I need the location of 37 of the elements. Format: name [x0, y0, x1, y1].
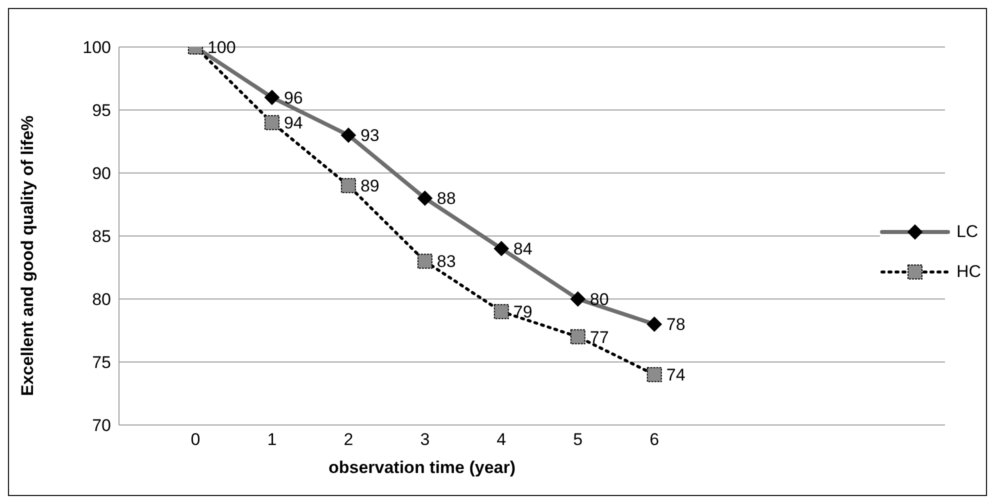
point: [264, 115, 280, 130]
y-tick-label: 95: [92, 101, 111, 120]
data-label: 89: [360, 176, 380, 196]
data-label: 77: [590, 328, 609, 347]
data-label: 80: [590, 290, 609, 310]
point: [646, 367, 662, 382]
data-label: 96: [284, 88, 303, 108]
legend-label: HC: [956, 262, 981, 282]
y-tick-label: 80: [92, 290, 111, 310]
point: [494, 304, 509, 320]
x-tick-label: 0: [190, 430, 200, 450]
data-label: 79: [513, 302, 532, 322]
x-axis-title: observation time (year): [328, 458, 516, 477]
x-tick-label: 4: [496, 430, 506, 450]
data-label: 78: [666, 315, 686, 334]
data-label: 83: [436, 252, 456, 272]
y-tick-label: 85: [92, 227, 111, 246]
y-tick-label: 70: [92, 416, 111, 436]
x-tick-label: 2: [344, 430, 354, 450]
x-tick-label: 3: [420, 430, 430, 450]
y-tick-label: 90: [92, 164, 111, 184]
data-label: 93: [360, 126, 380, 146]
x-tick-label: 1: [267, 430, 277, 450]
point: [340, 178, 356, 194]
x-tick-label: 5: [573, 430, 583, 450]
data-label: 100: [207, 38, 236, 58]
data-label: 74: [666, 366, 686, 385]
data-label: 84: [513, 240, 532, 259]
data-label: 94: [284, 114, 303, 133]
y-tick-label: 75: [92, 353, 111, 372]
y-axis-title: Excellent and good quality of life%: [18, 115, 38, 396]
x-tick-label: 6: [650, 430, 660, 450]
data-label: 88: [436, 189, 456, 208]
legend-label: LC: [956, 222, 978, 242]
point: [417, 254, 432, 269]
y-tick-label: 100: [82, 38, 111, 58]
point: [570, 329, 586, 344]
